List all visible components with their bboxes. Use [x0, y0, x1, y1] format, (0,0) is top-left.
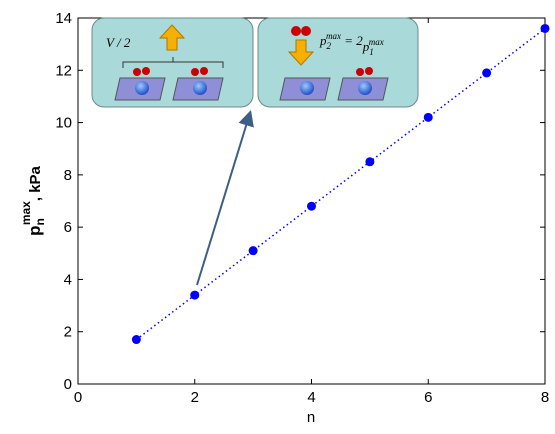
point [424, 113, 433, 122]
point [541, 24, 550, 33]
point [132, 335, 141, 344]
pointer-arrow [197, 113, 250, 285]
molecule [301, 26, 311, 36]
ball [300, 81, 314, 95]
ball [358, 81, 372, 95]
point [307, 202, 316, 211]
point [482, 68, 491, 77]
y-tick-label: 12 [55, 62, 72, 79]
inset-label: V / 2 [106, 35, 131, 50]
x-tick-label: 6 [424, 389, 432, 406]
x-tick-label: 4 [307, 389, 315, 406]
y-tick-label: 14 [55, 10, 72, 27]
y-label-base: p [25, 226, 44, 236]
y-tick-label: 2 [64, 324, 72, 341]
formula-part: 1 [369, 47, 374, 57]
y-label-sup: max [19, 201, 33, 225]
y-label-unit: , kPa [27, 165, 44, 201]
x-axis-label: n [307, 409, 315, 426]
molecule [291, 26, 301, 36]
x-tick-label: 0 [74, 389, 82, 406]
molecule [356, 68, 364, 76]
inset-right: p2max = 2p1max [258, 18, 418, 107]
y-axis-label: pnmax, kPa [19, 165, 47, 235]
y-tick-label: 4 [64, 271, 72, 288]
molecule [133, 68, 141, 76]
x-tick-label: 2 [191, 389, 199, 406]
molecule [191, 68, 199, 76]
molecule [365, 67, 373, 75]
formula-part: max [326, 31, 341, 41]
y-tick-label: 0 [64, 376, 72, 393]
molecule [200, 67, 208, 75]
point [249, 246, 258, 255]
formula-part: 2 [327, 41, 332, 51]
formula-part: max [369, 37, 384, 47]
chart: 0246810121402468 n pnmax, kPa V / 2 p2ma… [0, 0, 555, 434]
molecule [142, 67, 150, 75]
y-tick-label: 8 [64, 167, 72, 184]
inset-left: V / 2 [92, 18, 253, 107]
formula-part: = 2 [341, 33, 363, 48]
x-tick-label: 8 [541, 389, 549, 406]
ball [193, 81, 207, 95]
y-label-sub: n [33, 218, 47, 225]
y-tick-label: 6 [64, 219, 72, 236]
ball [135, 81, 149, 95]
point [365, 157, 374, 166]
y-tick-label: 10 [55, 115, 72, 132]
point [190, 291, 199, 300]
